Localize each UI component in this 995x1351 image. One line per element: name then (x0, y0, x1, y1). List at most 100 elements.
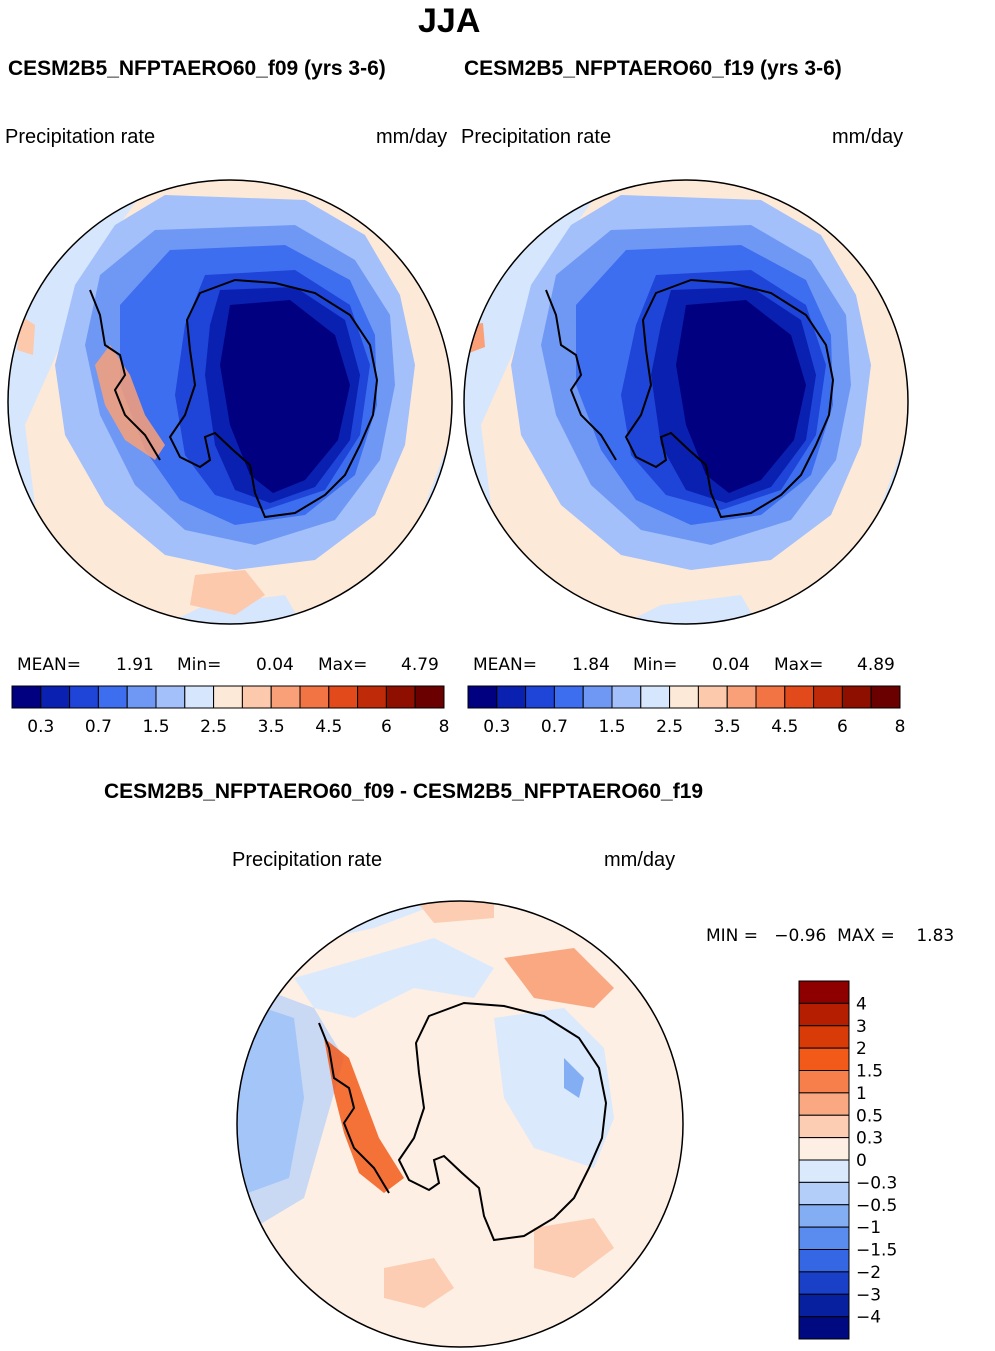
panel1-colorbar-swatch (357, 685, 387, 709)
panel2-mean-label: MEAN= (473, 655, 537, 675)
panel2-colorbar-swatch (525, 685, 555, 709)
panel1-colorbar-tick-label: 1.5 (142, 717, 169, 737)
panel1-mean-label: MEAN= (17, 655, 81, 675)
panel2-colorbar-swatch (496, 685, 527, 709)
panel1-colorbar-swatch (385, 685, 416, 709)
panel2-colorbar-swatch (841, 685, 872, 709)
panel1-colorbar-swatch (241, 685, 272, 709)
diff-colorbar-tick-label: −3 (856, 1285, 881, 1305)
panel2-colorbar-swatch (467, 685, 498, 709)
panel1-variable: Precipitation rate (5, 126, 156, 148)
panel2-colorbar-swatch (697, 685, 728, 709)
diff-colorbar-tick-label: 3 (856, 1017, 867, 1037)
diff-colorbar-tick-label: −1.5 (856, 1241, 897, 1261)
diff-variable: Precipitation rate (232, 849, 383, 871)
panel2-colorbar-swatch (553, 685, 584, 709)
panel1-case-title: CESM2B5_NFPTAERO60_f09 (yrs 3-6) (8, 57, 386, 80)
diff-colorbar-swatch (798, 1002, 850, 1027)
panel2-colorbar-tick-label: 6 (837, 717, 848, 737)
panel2-colorbar-swatch (582, 685, 613, 709)
diff-colorbar-swatch (798, 1316, 850, 1340)
diff-colorbar-tick-label: −0.3 (856, 1173, 897, 1193)
diff-colorbar-swatch (798, 1293, 850, 1318)
diff-colorbar-swatch (798, 1249, 850, 1273)
panel1-colorbar-tick-label: 0.7 (85, 717, 112, 737)
panel2-colorbar: 0.3 0.7 1.5 2.5 3.5 4.5 6 8 (467, 685, 906, 737)
panel2-mean-value: 1.84 (572, 655, 610, 675)
panel1-map (7, 179, 453, 625)
panel2-colorbar-swatch (784, 685, 815, 709)
diff-colorbar-swatch (798, 980, 850, 1004)
diff-colorbar-tick-label: −0.5 (856, 1196, 897, 1216)
diff-colorbar-tick-label: 2 (856, 1039, 867, 1059)
panel1-colorbar-swatch (155, 685, 186, 709)
panel1-colorbar-swatch (299, 685, 330, 709)
panel2-colorbar-swatch (870, 685, 901, 709)
panel2-min-label: Min= (633, 655, 678, 675)
panel1-colorbar-swatch (328, 685, 359, 709)
panel2-colorbar-tick-label: 3.5 (714, 717, 741, 737)
diff-colorbar-tick-label: 1.5 (856, 1062, 883, 1082)
panel2-min-value: 0.04 (712, 655, 750, 675)
panel2-units: mm/day (832, 126, 904, 148)
diff-colorbar-tick-label: 4 (856, 994, 867, 1014)
panel1-colorbar: 0.3 0.7 1.5 2.5 3.5 4.5 6 8 (11, 685, 450, 737)
panel2-max-label: Max= (774, 655, 824, 675)
diff-colorbar-tick-label: 0 (856, 1151, 867, 1171)
panel1-colorbar-tick-label: 3.5 (258, 717, 285, 737)
panel2-map (463, 179, 909, 625)
diff-colorbar-swatch (798, 1047, 850, 1071)
diff-colorbar-swatch (798, 1025, 850, 1049)
panel2-colorbar-tick-label: 2.5 (656, 717, 683, 737)
panel1-colorbar-swatch (97, 685, 128, 709)
panel2-colorbar-swatch (640, 685, 671, 709)
panel2-colorbar-tick-label: 8 (895, 717, 906, 737)
panel1-colorbar-tick-label: 2.5 (200, 717, 227, 737)
panel1-colorbar-swatch (69, 685, 99, 709)
panel1-colorbar-swatch (414, 685, 445, 709)
panel1-max-value: 4.79 (401, 655, 439, 675)
panel1-colorbar-swatch (213, 685, 243, 709)
figure-title: JJA (418, 2, 481, 40)
panel2-colorbar-tick-label: 0.3 (483, 717, 510, 737)
diff-colorbar-swatch (798, 1271, 850, 1295)
diff-colorbar-swatch (798, 1137, 850, 1161)
panel2-colorbar-tick-label: 1.5 (598, 717, 625, 737)
diff-colorbar-tick-label: 0.5 (856, 1106, 883, 1126)
panel1-colorbar-tick-label: 0.3 (27, 717, 54, 737)
panel1-colorbar-tick-label: 8 (439, 717, 450, 737)
diff-colorbar-swatch (798, 1204, 850, 1228)
panel2-case-title: CESM2B5_NFPTAERO60_f19 (yrs 3-6) (464, 57, 842, 80)
diff-title: CESM2B5_NFPTAERO60_f09 - CESM2B5_NFPTAER… (104, 780, 704, 803)
panel1-colorbar-swatch (40, 685, 71, 709)
panel2-colorbar-swatch (813, 685, 843, 709)
panel1-colorbar-swatch (126, 685, 157, 709)
diff-colorbar-tick-label: 0.3 (856, 1129, 883, 1149)
panel2-variable: Precipitation rate (461, 126, 612, 148)
panel2-colorbar-tick-label: 0.7 (541, 717, 568, 737)
panel1-colorbar-swatch (184, 685, 215, 709)
panel2-colorbar-swatch (726, 685, 757, 709)
diff-colorbar-tick-label: 1 (856, 1084, 867, 1104)
panel1-min-value: 0.04 (256, 655, 294, 675)
diff-colorbar-swatch (798, 1159, 850, 1183)
panel1-mean-value: 1.91 (116, 655, 154, 675)
diff-colorbar-tick-label: −1 (856, 1218, 881, 1238)
panel2-colorbar-swatch (669, 685, 699, 709)
panel2-colorbar-swatch (611, 685, 642, 709)
diff-colorbar-swatch (798, 1070, 850, 1094)
panel2-colorbar-tick-label: 4.5 (771, 717, 798, 737)
diff-minmax: MIN = −0.96 MAX = 1.83 (706, 926, 955, 946)
diff-colorbar-tick-label: −2 (856, 1263, 881, 1283)
diff-units: mm/day (604, 849, 676, 871)
diff-colorbar-swatch (798, 1226, 850, 1250)
panel1-min-label: Min= (177, 655, 222, 675)
panel1-colorbar-tick-label: 6 (381, 717, 392, 737)
panel1-colorbar-tick-label: 4.5 (315, 717, 342, 737)
panel1-colorbar-swatch (11, 685, 42, 709)
diff-map (236, 900, 684, 1348)
panel1-units: mm/day (376, 126, 448, 148)
diff-colorbar: 4 32 1.510.5 0.30−0.3 −0.5−1 −1.5−2−3 −4 (798, 980, 897, 1340)
diff-colorbar-swatch (798, 1092, 850, 1116)
panel1-max-label: Max= (318, 655, 368, 675)
